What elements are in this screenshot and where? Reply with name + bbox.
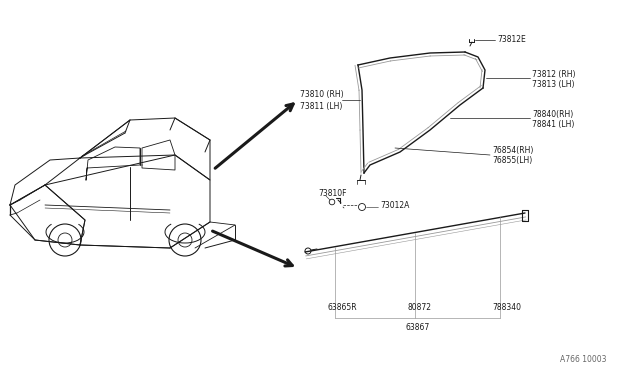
Text: 78840(RH): 78840(RH)	[532, 109, 573, 119]
Text: 73812 (RH): 73812 (RH)	[532, 70, 575, 78]
Text: 76854(RH): 76854(RH)	[492, 147, 533, 155]
Text: 63867: 63867	[406, 324, 429, 333]
Text: 76855(LH): 76855(LH)	[492, 157, 532, 166]
Text: 78841 (LH): 78841 (LH)	[532, 119, 574, 128]
Text: 788340: 788340	[492, 304, 521, 312]
Text: 73811 (LH): 73811 (LH)	[300, 102, 342, 110]
Text: 80872: 80872	[407, 304, 431, 312]
Text: 73812E: 73812E	[497, 35, 525, 45]
Text: 63865R: 63865R	[327, 304, 356, 312]
Text: 73813 (LH): 73813 (LH)	[532, 80, 575, 89]
Text: 73810 (RH): 73810 (RH)	[300, 90, 344, 99]
Text: 73810F: 73810F	[318, 189, 346, 198]
Text: A766 10003: A766 10003	[560, 356, 607, 365]
Text: 73012A: 73012A	[380, 202, 410, 211]
